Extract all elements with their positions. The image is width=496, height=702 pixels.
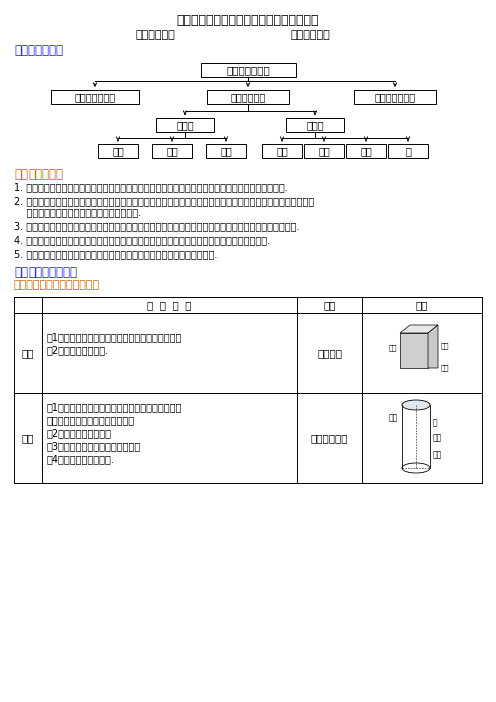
Text: 3. 会用平行投影与中心投影两种方法，画出简单空间图形的三视图与直观图，了解空间图形的不同表示形式.: 3. 会用平行投影与中心投影两种方法，画出简单空间图形的三视图与直观图，了解空间…: [14, 221, 300, 231]
Text: 球: 球: [405, 146, 411, 156]
Text: 高考考点：: 高考考点：: [28, 168, 63, 180]
Text: 三、: 三、: [14, 267, 28, 279]
Text: 立体模型，会用斜二测法画出它们的直观图.: 立体模型，会用斜二测法画出它们的直观图.: [14, 207, 141, 217]
Bar: [206, 144, 246, 158]
Text: 圆柱: 圆柱: [276, 146, 288, 156]
Text: 数学高考总复习：立几结构、三视图、体积: 数学高考总复习：立几结构、三视图、体积: [177, 13, 319, 27]
Polygon shape: [428, 325, 438, 368]
Text: 棱台: 棱台: [220, 146, 232, 156]
Text: 几何体的结构: 几何体的结构: [230, 92, 266, 102]
Text: 圆锥: 圆锥: [318, 146, 330, 156]
Text: 底面: 底面: [441, 343, 449, 350]
Text: 知识要点梳理：: 知识要点梳理：: [28, 267, 77, 279]
Text: 图例: 图例: [416, 300, 428, 310]
Text: 棱柱: 棱柱: [112, 146, 124, 156]
Text: 旋转形成的曲面所围成的几何体；: 旋转形成的曲面所围成的几何体；: [47, 415, 135, 425]
Text: 侧面: 侧面: [433, 434, 442, 442]
Text: 知识点一：空间几何体的结构: 知识点一：空间几何体的结构: [14, 280, 100, 290]
Text: 三视图、直观图: 三视图、直观图: [74, 92, 116, 102]
Text: 棱柱: 棱柱: [22, 348, 34, 358]
Text: 2. 能画出简单空间图形（长方体、球、圆柱、圆锥、棱柱等的简易组合）的三视图，能识别上述的三视图所表示的: 2. 能画出简单空间图形（长方体、球、圆柱、圆锥、棱柱等的简易组合）的三视图，能…: [14, 196, 314, 206]
Text: （2）两底面相互平行；: （2）两底面相互平行；: [47, 428, 112, 438]
Bar: [304, 144, 344, 158]
Ellipse shape: [402, 400, 430, 410]
Text: 棱锥: 棱锥: [166, 146, 178, 156]
Polygon shape: [400, 325, 438, 333]
Text: 责编：严章梅: 责编：严章梅: [290, 30, 330, 40]
Text: 一、知识网络：: 一、知识网络：: [14, 44, 63, 56]
Text: 简单的空间图形: 简单的空间图形: [226, 65, 270, 75]
Text: 顶点: 顶点: [441, 365, 449, 371]
Text: 旋转体: 旋转体: [306, 120, 324, 130]
Text: （4）侧面展开图是矩形.: （4）侧面展开图是矩形.: [47, 454, 115, 464]
Bar: [51, 90, 139, 104]
Bar: [152, 144, 192, 158]
Bar: [354, 90, 436, 104]
Text: 物例: 物例: [323, 300, 336, 310]
Text: （2）侧棱平行且相等.: （2）侧棱平行且相等.: [47, 345, 109, 355]
Text: 面积、体积公式: 面积、体积公式: [374, 92, 416, 102]
Text: 底面: 底面: [433, 451, 442, 460]
Bar: [207, 90, 289, 104]
Bar: [400, 333, 428, 368]
Text: 圆台: 圆台: [360, 146, 372, 156]
Text: 4. 会画某些建筑物的视图与直观图（在不影响图形特征的基础上，尺寸、线条等不作严格要求）.: 4. 会画某些建筑物的视图与直观图（在不影响图形特征的基础上，尺寸、线条等不作严…: [14, 235, 270, 245]
Text: 1. 认识柱、锥、台、球及其简单组合体的结构特征，并能运用这些特征描述现实生活中简单物体的结构.: 1. 认识柱、锥、台、球及其简单组合体的结构特征，并能运用这些特征描述现实生活中…: [14, 182, 288, 192]
Bar: [346, 144, 386, 158]
Text: （1）两底面相互平行，其余各面都是平行四边形；: （1）两底面相互平行，其余各面都是平行四边形；: [47, 332, 183, 342]
Bar: [388, 144, 428, 158]
Text: 结  构  特  征: 结 构 特 征: [147, 300, 192, 310]
Ellipse shape: [402, 463, 430, 473]
Text: 大厅的圆形柱: 大厅的圆形柱: [311, 433, 348, 443]
Text: 多面体: 多面体: [176, 120, 194, 130]
Text: 侧面: 侧面: [388, 345, 397, 351]
Text: （3）侧面的母线平行于圆柱的轴；: （3）侧面的母线平行于圆柱的轴；: [47, 441, 141, 451]
Text: 5. 了解球、棱柱、棱锥、台的表面积和体积的计算公式（不要求记忆公式）.: 5. 了解球、棱柱、棱锥、台的表面积和体积的计算公式（不要求记忆公式）.: [14, 249, 217, 259]
Bar: [262, 144, 302, 158]
Text: （1）是以矩形的一边所在直线为旋转轴，其余三边: （1）是以矩形的一边所在直线为旋转轴，其余三边: [47, 402, 183, 412]
Bar: [156, 118, 214, 132]
Text: 编稿：林景飞: 编稿：林景飞: [135, 30, 175, 40]
Text: 母线: 母线: [389, 413, 398, 423]
Text: 二、: 二、: [14, 168, 28, 180]
Text: 六角螺帽: 六角螺帽: [317, 348, 342, 358]
Text: 轴: 轴: [433, 418, 437, 428]
Text: 圆柱: 圆柱: [22, 433, 34, 443]
Bar: [200, 63, 296, 77]
Bar: [98, 144, 138, 158]
Bar: [286, 118, 344, 132]
